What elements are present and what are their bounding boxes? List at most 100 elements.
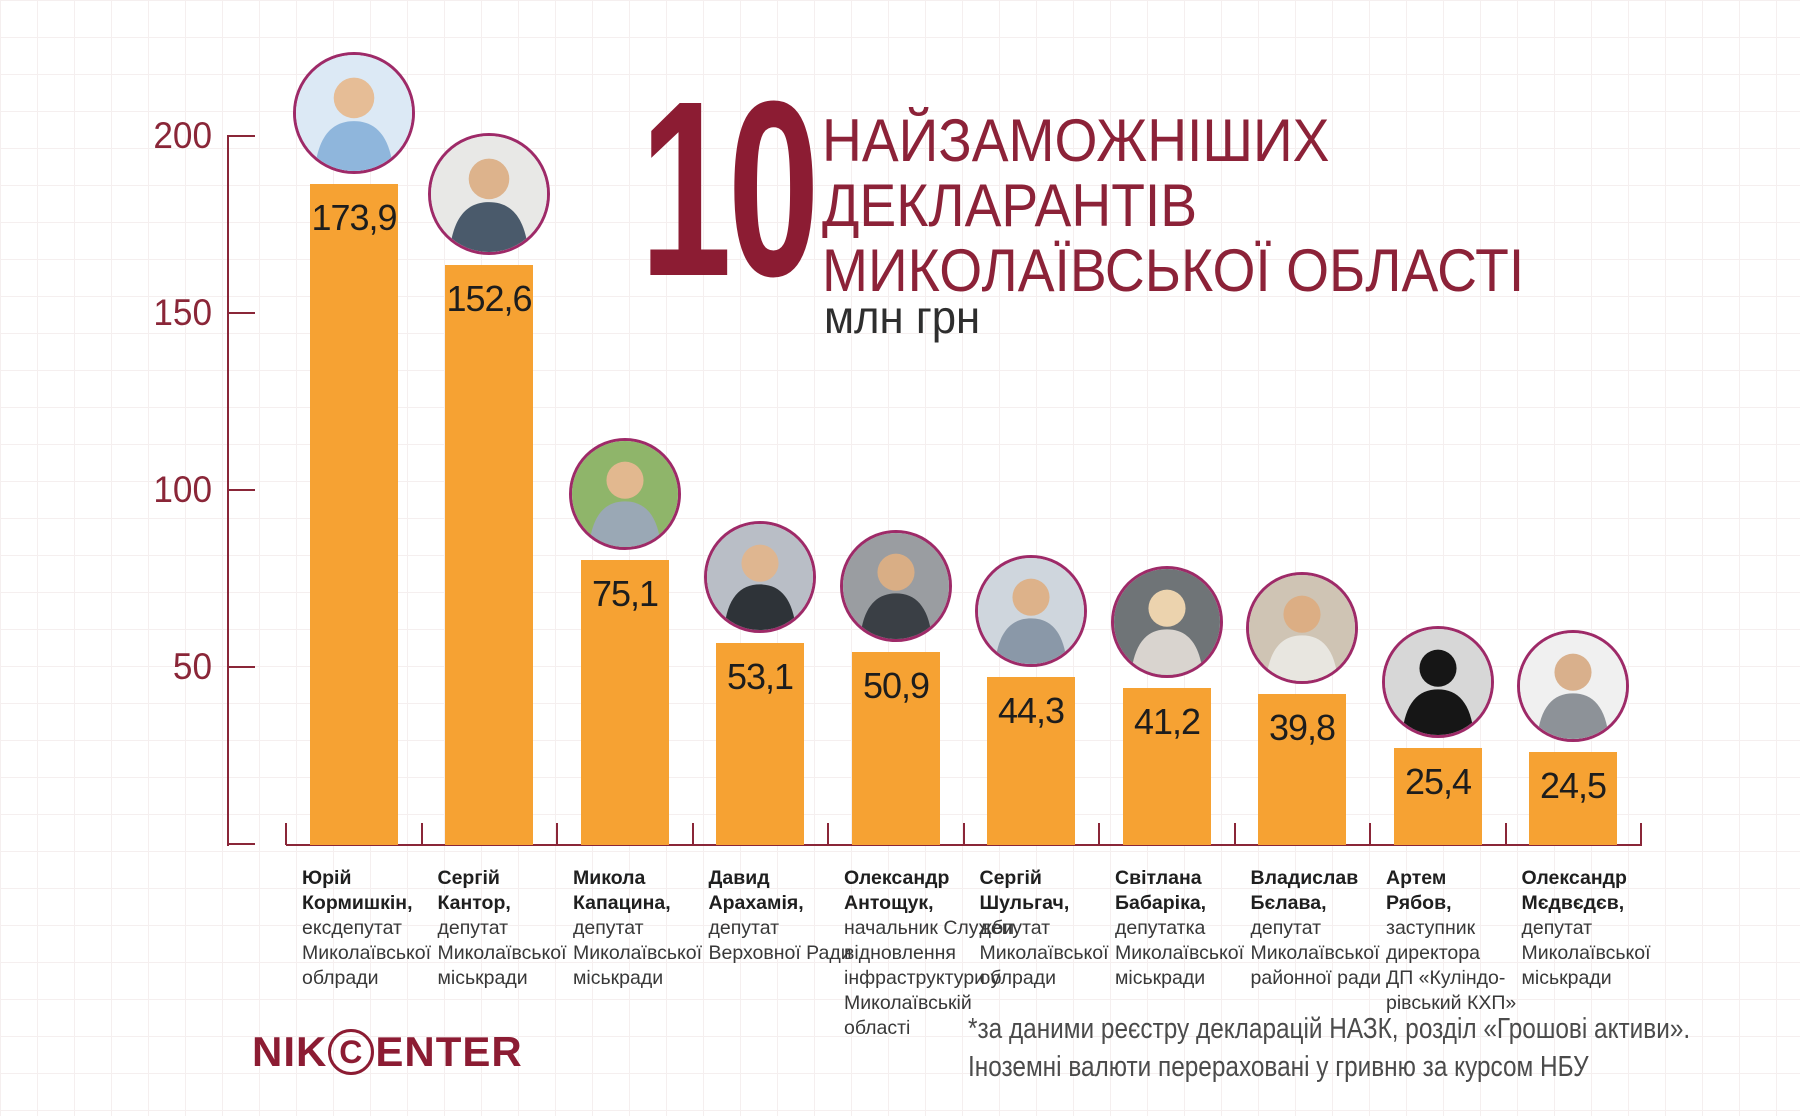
person-photo [569, 438, 681, 550]
logo-c-letter: C [339, 1033, 364, 1070]
person-name-line: Шульгач, [979, 892, 1070, 914]
person-caption: Юрій Кормишкін, ексдепутат Миколаївської обл… [302, 866, 452, 991]
y-tick-label: 150 [153, 292, 212, 333]
category-tick-mark [691, 823, 694, 845]
person-name-line: Артем [1386, 867, 1447, 889]
person-name-line: Давид [708, 867, 770, 889]
person-avatar-illustration [843, 533, 949, 639]
bar-value-label: 44,3 [997, 690, 1065, 731]
person-caption: Сергій Кантор, депутат Миколаївської міськра… [438, 866, 588, 991]
person-role-line: Миколаївської [1250, 942, 1380, 964]
person-role-line: області [844, 1017, 911, 1039]
person-name-line: Кантор, [437, 892, 511, 914]
bar-value-label: 173,9 [311, 197, 397, 238]
person-avatar-illustration [1114, 569, 1220, 675]
person-photo [840, 530, 952, 642]
person-role-line: районної ради [1250, 967, 1382, 989]
person-caption: Давид Арахамія, депутат Верховної Ради [709, 866, 859, 966]
person-name-line: Капацина, [573, 892, 671, 914]
bar: 24,5 [1529, 752, 1617, 845]
person-name-line: Світлана [1115, 867, 1202, 889]
bar-value-label: 53,1 [726, 656, 794, 697]
bar-value-label: 24,5 [1539, 765, 1607, 806]
person-name-line: Арахамія, [708, 892, 804, 914]
bar-value-label: 39,8 [1268, 707, 1336, 748]
person-role-line: інфраструктури у [844, 967, 1001, 989]
y-tick-label: 200 [153, 115, 212, 156]
person-role-line: Миколаївської [1521, 942, 1651, 964]
person-photo-silhouette [1382, 626, 1494, 738]
person-role-line: відновлення [844, 942, 956, 964]
bar: 75,1 [581, 560, 669, 845]
person-role-line: Миколаївської [573, 942, 703, 964]
person-role-line: міськради [1521, 967, 1612, 989]
person-caption: Артем Рябов, заступник директора ДП «Куліндо… [1386, 866, 1536, 1016]
nikcenter-logo: NIK C ENTER [252, 1028, 523, 1076]
person-name-line: Олександр [844, 867, 950, 889]
person-role-line: міськради [437, 967, 528, 989]
bar: 50,9 [852, 652, 940, 845]
y-tick-mark [227, 666, 255, 668]
logo-text-pre: NIK [252, 1028, 328, 1075]
person-role-line: начальник Служби [844, 917, 1015, 939]
person-role-line: депутат [573, 917, 644, 939]
category-tick-mark [420, 823, 423, 845]
logo-text-post: ENTER [375, 1028, 523, 1075]
person-avatar-illustration [1385, 629, 1491, 735]
y-tick-mark [227, 843, 255, 845]
y-tick-mark [227, 489, 255, 491]
person-caption: Олександр Антощук, начальник Служби відновл… [844, 866, 1015, 1041]
person-avatar-illustration [572, 441, 678, 547]
bar-value-label: 25,4 [1404, 761, 1472, 802]
person-role-line: депутат [437, 917, 509, 939]
person-role-line: Верховної Ради [708, 942, 852, 964]
person-name-line: Сергій [979, 867, 1042, 889]
category-tick-mark [962, 823, 965, 845]
person-role-line: рівський КХП» [1386, 992, 1517, 1014]
person-role-line: депутат [1521, 917, 1593, 939]
person-avatar-illustration [707, 524, 813, 630]
person-name-line: Сергій [437, 867, 500, 889]
y-tick-mark [227, 135, 255, 137]
person-role-line: депутатка [1115, 917, 1206, 939]
x-axis-baseline [286, 844, 1642, 846]
person-role-line: Миколаївської [302, 942, 432, 964]
title-line-3: МИКОЛАЇВСЬКОЇ ОБЛАСТІ [822, 237, 1525, 304]
person-name-line: Бабаріка, [1115, 892, 1207, 914]
category-tick-mark [1098, 823, 1100, 845]
title-line-1: НАЙЗАМОЖНІШИХ [822, 107, 1330, 174]
person-photo [1517, 630, 1629, 742]
person-name-line: Олександр [1521, 867, 1627, 889]
person-avatar-illustration [1249, 575, 1355, 681]
bar-value-label: 152,6 [446, 278, 532, 319]
footnote-line-1: *за даними реєстру декларацій НАЗК, розд… [968, 1013, 1691, 1045]
source-footnote: *за даними реєстру декларацій НАЗК, розд… [968, 1010, 1690, 1086]
person-name-line: Юрій [302, 867, 352, 889]
bar: 173,9 [310, 184, 398, 845]
y-tick-mark [227, 312, 255, 314]
person-role-line: заступник [1386, 917, 1476, 939]
person-name-line: Рябов, [1386, 892, 1452, 914]
person-role-line: депутат [1250, 917, 1322, 939]
logo-c-ring-icon: C [328, 1029, 375, 1075]
person-caption: Микола Капацина, депутат Миколаївської міськ… [573, 866, 723, 991]
person-name-line: Владислав [1250, 867, 1359, 889]
category-tick-mark [285, 823, 287, 845]
person-caption: Олександр Мєдвєдєв, депутат Миколаївської мі… [1522, 866, 1672, 991]
bar: 152,6 [445, 265, 533, 845]
units-label: млн грн [824, 291, 981, 343]
person-name-line: Антощук, [844, 892, 934, 914]
bar: 41,2 [1123, 688, 1211, 845]
person-role-line: Миколаївської [979, 942, 1109, 964]
category-tick-mark [556, 823, 558, 845]
person-name-line: Бєлава, [1250, 892, 1327, 914]
person-role-line: Миколаївської [437, 942, 567, 964]
person-caption: Владислав Бєлава, депутат Миколаївської райо… [1251, 866, 1401, 991]
bar: 39,8 [1258, 694, 1346, 845]
person-avatar-illustration [978, 558, 1084, 664]
bar-value-label: 75,1 [591, 573, 659, 614]
category-tick-mark [1233, 823, 1236, 845]
person-photo [293, 52, 415, 174]
person-role-line: ексдепутат [302, 917, 402, 939]
category-tick-mark [1504, 823, 1507, 845]
